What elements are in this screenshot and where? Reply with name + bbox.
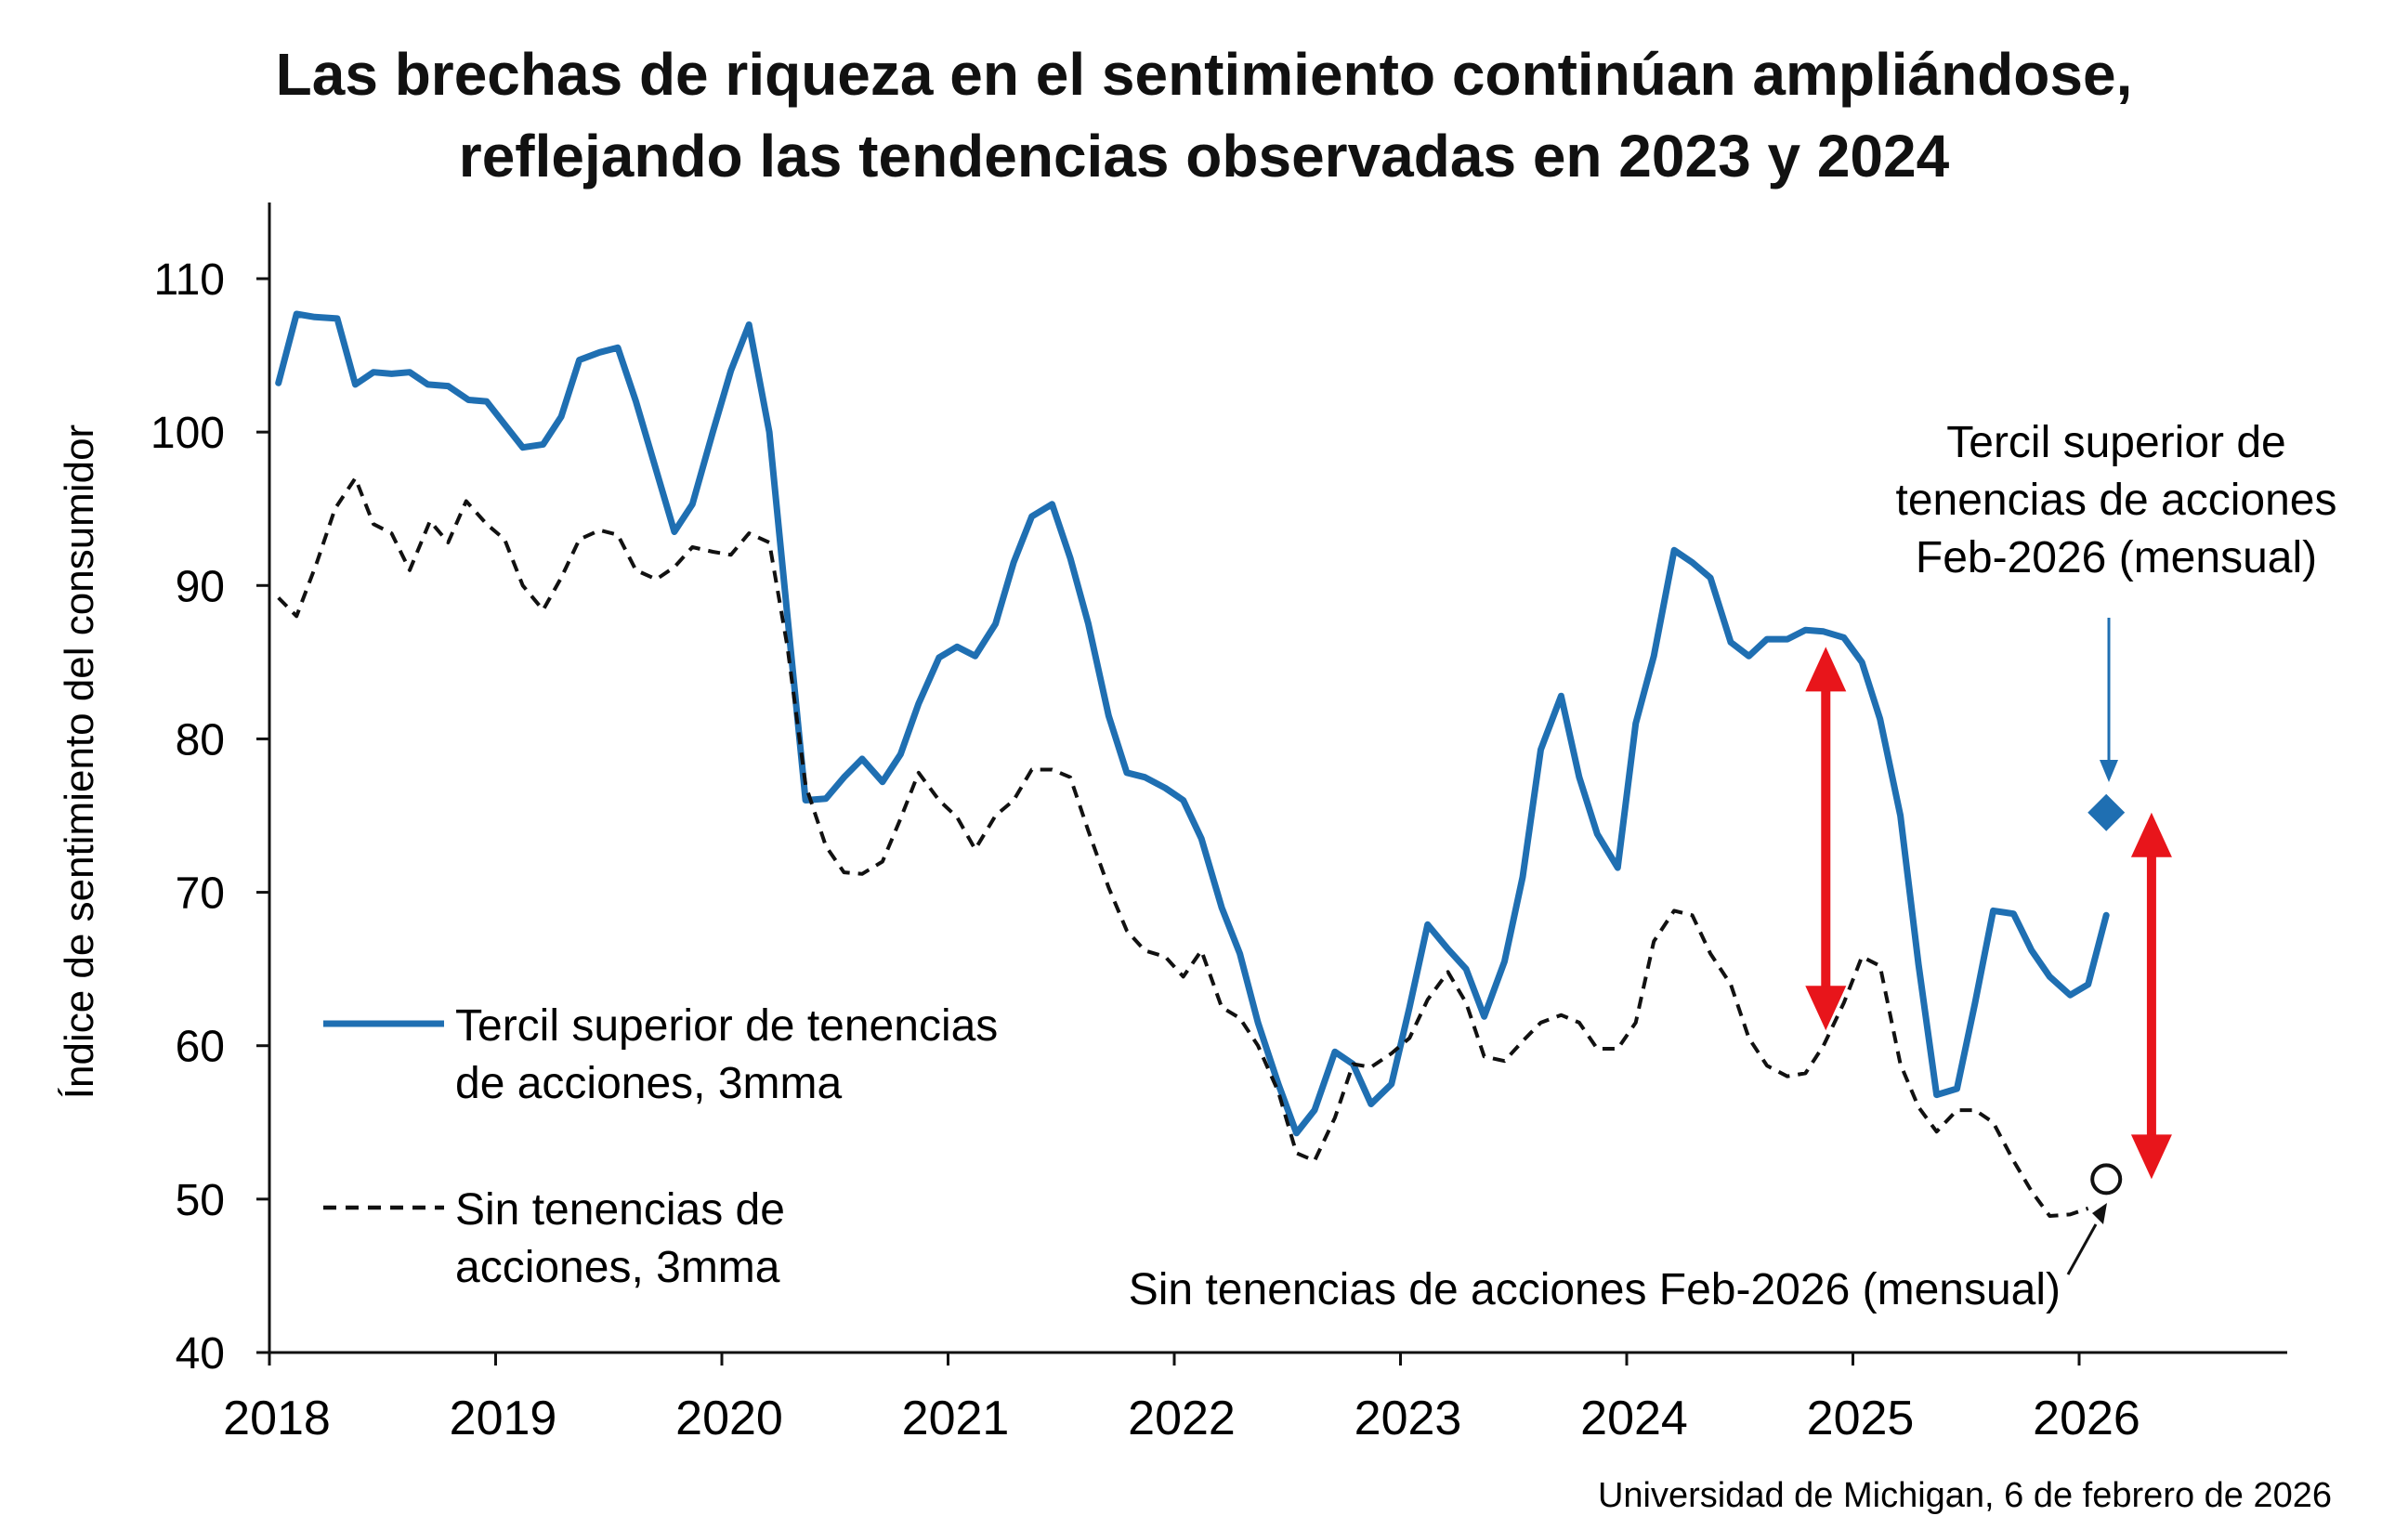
series-line-top-tercile: [275, 310, 2110, 1137]
chart-title-line-1: Las brechas de riqueza en el sentimiento…: [275, 41, 2133, 108]
gap-arrow-head-bottom: [2130, 1134, 2172, 1180]
source-note: Universidad de Michigan, 6 de febrero de…: [1598, 1476, 2332, 1515]
y-tick-label: 100: [150, 409, 225, 458]
y-tick-label: 90: [176, 562, 225, 611]
gap-arrow-head-top: [2130, 812, 2172, 857]
y-tick-label: 60: [176, 1023, 225, 1072]
annotation-bottom-arrow: [2066, 1223, 2098, 1275]
y-tick-label: 50: [176, 1176, 225, 1225]
x-tick-label: 2021: [902, 1392, 1010, 1445]
annotation-bottom-arrowhead: [2092, 1203, 2107, 1224]
annotation-top-marker-line-1: Tercil superior de: [1946, 418, 2285, 467]
chart-title-line-2: reflejando las tendencias observadas en …: [458, 123, 1950, 190]
x-tick-label: 2022: [1128, 1392, 1236, 1445]
marker-no-stock-feb-2026: [2090, 1163, 2123, 1196]
x-tick-label: 2020: [675, 1392, 783, 1445]
x-tick-label: 2026: [2033, 1392, 2140, 1445]
legend-label-top-tercile-line-1: Tercil superior de tenencias: [455, 1001, 998, 1051]
legend-label-no-stock-line-2: acciones, 3mma: [455, 1243, 780, 1292]
series-layer: [275, 310, 2110, 1218]
annotation-top-marker-line-3: Feb-2026 (mensual): [1916, 533, 2317, 582]
x-tick-label: 2023: [1354, 1392, 1462, 1445]
gap-arrows-layer: [1805, 647, 2172, 1180]
annotation-bottom-marker: Sin tenencias de acciones Feb-2026 (mens…: [1129, 1265, 2061, 1314]
x-tick-label: 2025: [1807, 1392, 1915, 1445]
x-tick-label: 2019: [450, 1392, 557, 1445]
markers-layer: [2087, 793, 2126, 1196]
legend: Tercil superior de tenencias de acciones…: [323, 1001, 998, 1292]
x-tick-label: 2024: [1580, 1392, 1688, 1445]
axes-layer: 40 50 60 70 80 90 100 110 2018 2019 2020 2021 2022 20…: [150, 203, 2287, 1445]
y-tick-label: 110: [153, 255, 225, 305]
chart-title: Las brechas de riqueza en el sentimiento…: [0, 33, 2408, 197]
annotation-top-marker-line-2: tenencias de acciones: [1896, 476, 2337, 525]
annotation-top-arrowhead: [2100, 760, 2118, 782]
gap-arrow-head-top: [1805, 647, 1847, 692]
y-axis-title: Índice de sentimiento del consumidor: [57, 425, 102, 1099]
x-tick-label: 2018: [223, 1392, 331, 1445]
y-tick-label: 40: [176, 1329, 225, 1379]
legend-label-no-stock-line-1: Sin tenencias de: [455, 1185, 785, 1235]
y-tick-label: 80: [176, 715, 225, 765]
gap-arrow-head-bottom: [1805, 986, 1847, 1031]
marker-top-tercile-feb-2026: [2087, 793, 2126, 831]
y-tick-label: 70: [176, 869, 225, 919]
legend-label-top-tercile-line-2: de acciones, 3mma: [455, 1059, 843, 1108]
series-line-no-stock: [277, 476, 2089, 1218]
